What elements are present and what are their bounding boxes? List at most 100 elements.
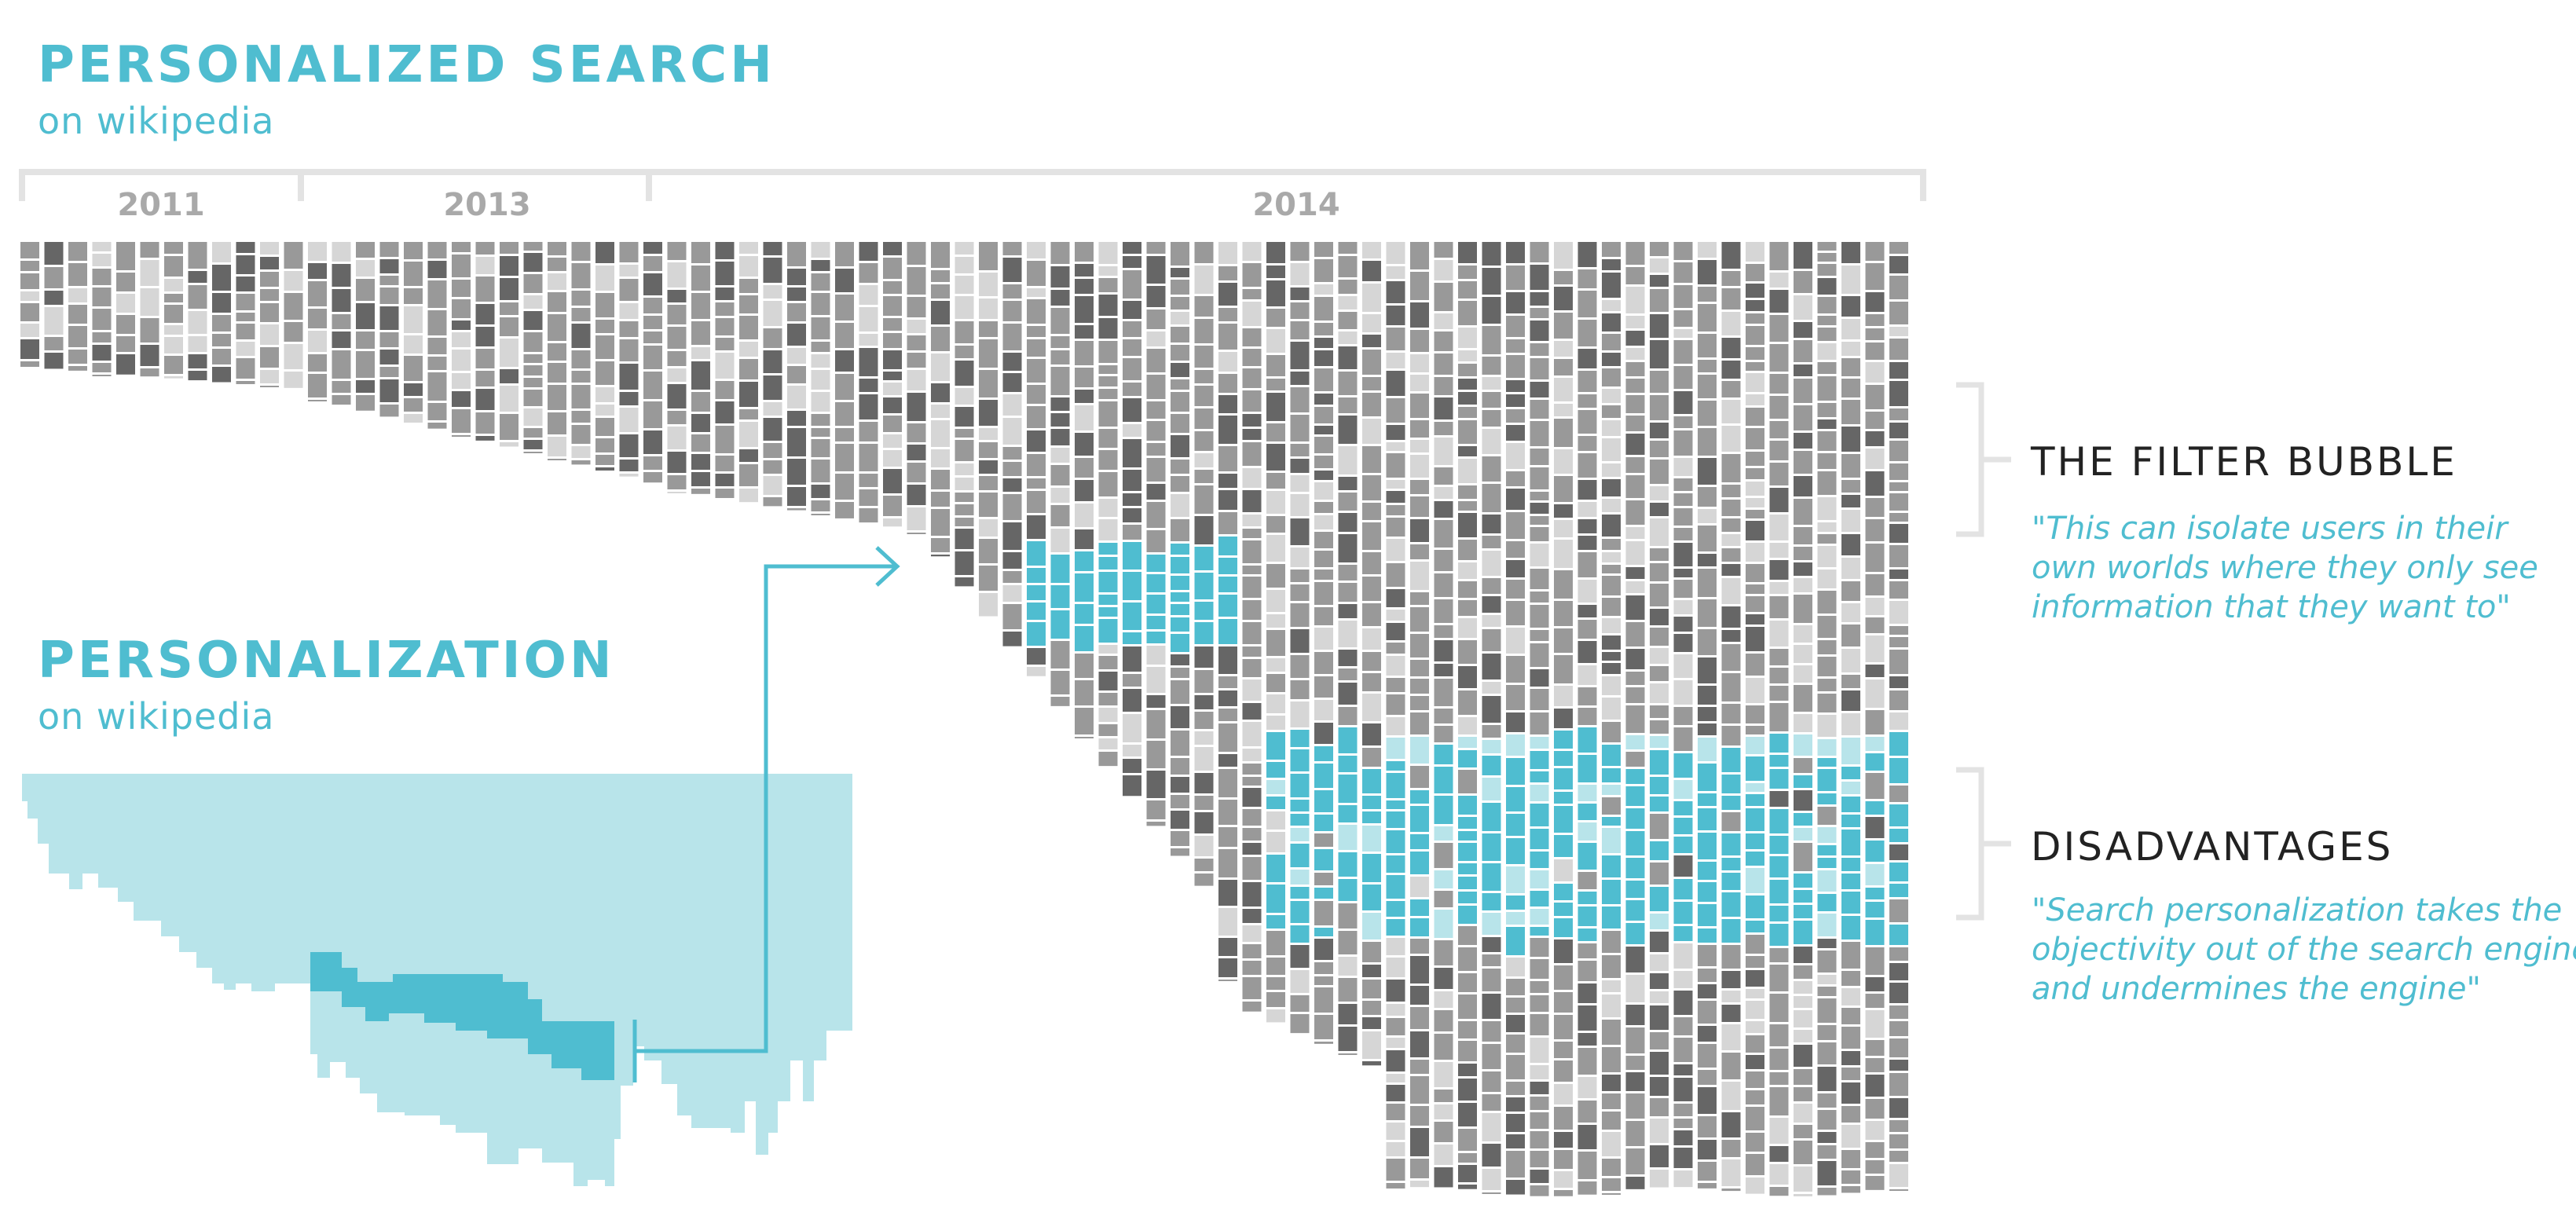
revision-segment xyxy=(284,271,303,291)
revision-segment xyxy=(188,336,207,352)
revision-segment xyxy=(1769,965,1789,991)
revision-segment xyxy=(260,242,279,255)
revision-segment xyxy=(1673,569,1693,577)
revision-segment xyxy=(1146,741,1166,768)
revision-segment xyxy=(1769,374,1789,394)
revision-segment xyxy=(1554,768,1573,789)
revision-segment xyxy=(1458,392,1477,405)
revision-segment xyxy=(955,463,974,475)
revision-segment xyxy=(571,385,591,408)
revision-segment xyxy=(1817,278,1837,295)
revision-segment xyxy=(92,254,112,266)
revision-segment xyxy=(308,242,327,261)
revision-segment xyxy=(1769,421,1789,438)
revision-segment xyxy=(787,487,806,506)
revision-segment xyxy=(1290,655,1310,678)
revision-segment xyxy=(739,382,758,407)
revision-segment xyxy=(1386,694,1405,715)
revision-segment xyxy=(595,320,614,333)
revision-segment xyxy=(1362,377,1381,390)
revision-segment xyxy=(1386,855,1405,873)
revision-segment xyxy=(427,403,447,420)
revision-segment xyxy=(1314,1015,1333,1039)
revision-segment xyxy=(667,290,687,302)
revision-segment xyxy=(1794,578,1812,592)
revision-segment xyxy=(1434,625,1453,638)
revision-segment xyxy=(1602,539,1621,550)
revision-segment xyxy=(1602,722,1621,742)
revision-segment xyxy=(500,256,518,276)
revision-segment xyxy=(236,277,255,291)
revision-segment xyxy=(907,242,926,265)
revision-segment xyxy=(1075,708,1094,734)
revision-segment xyxy=(1602,797,1621,815)
revision-segment xyxy=(1721,400,1741,423)
revision-segment xyxy=(1146,822,1166,826)
revision-segment xyxy=(1506,560,1525,577)
revision-segment xyxy=(188,371,207,381)
revision-segment xyxy=(1290,995,1310,1012)
revision-segment xyxy=(1362,942,1381,962)
revision-segment xyxy=(1434,910,1453,938)
revision-segment xyxy=(1002,552,1022,569)
revision-segment xyxy=(1266,958,1285,975)
revision-segment xyxy=(1530,569,1549,589)
revision-segment xyxy=(763,328,782,348)
revision-segment xyxy=(1362,769,1381,793)
revision-segment xyxy=(356,351,375,378)
revision-segment xyxy=(1458,513,1477,537)
revision-segment xyxy=(1123,270,1141,299)
revision-segment xyxy=(1314,976,1333,985)
revision-segment xyxy=(356,331,375,349)
revision-segment xyxy=(452,280,471,297)
revision-segment xyxy=(1554,1132,1573,1148)
revision-segment xyxy=(1746,705,1764,723)
revision-segment xyxy=(475,327,495,346)
revision-segment xyxy=(1721,644,1741,671)
revision-segment xyxy=(1817,998,1837,1023)
revision-segment xyxy=(1171,327,1189,342)
revision-segment xyxy=(1506,838,1525,864)
revision-segment xyxy=(379,242,399,257)
revision-segment xyxy=(883,518,902,527)
revision-segment xyxy=(1577,605,1597,617)
revision-segment xyxy=(236,255,255,274)
revision-segment xyxy=(979,442,998,458)
revision-segment xyxy=(1506,512,1525,539)
revision-segment xyxy=(1338,650,1358,666)
revision-segment xyxy=(1602,420,1621,436)
revision-segment xyxy=(1530,592,1549,603)
revision-segment xyxy=(1530,630,1549,641)
revision-segment xyxy=(595,455,614,465)
revision-segment xyxy=(1794,645,1812,663)
revision-segment xyxy=(619,265,639,277)
revision-segment xyxy=(1673,617,1693,632)
revision-segment xyxy=(1146,555,1166,572)
revision-segment xyxy=(1171,519,1189,541)
revision-segment xyxy=(1602,300,1621,311)
revision-segment xyxy=(1506,927,1525,955)
revision-segment xyxy=(1841,675,1860,688)
revision-segment xyxy=(1625,1027,1645,1053)
revision-segment xyxy=(404,288,423,304)
revision-segment xyxy=(1434,1034,1453,1060)
revision-segment xyxy=(1506,1035,1525,1053)
revision-segment xyxy=(1673,707,1693,725)
revision-segment xyxy=(1889,712,1908,730)
revision-segment xyxy=(1171,758,1189,775)
revision-segment xyxy=(1506,685,1525,710)
revision-segment xyxy=(907,370,926,390)
revision-segment xyxy=(571,446,591,458)
revision-segment xyxy=(500,317,518,336)
revision-segment xyxy=(523,311,543,330)
revision-segment xyxy=(427,310,447,335)
revision-segment xyxy=(643,256,662,271)
revision-segment xyxy=(787,269,806,285)
revision-segment xyxy=(1650,887,1669,911)
revision-segment xyxy=(1434,1010,1453,1031)
revision-segment xyxy=(1434,313,1453,329)
revision-segment xyxy=(1482,994,1501,1019)
revision-segment xyxy=(1889,339,1908,360)
revision-segment xyxy=(1338,256,1358,277)
revision-segment xyxy=(1290,548,1310,567)
